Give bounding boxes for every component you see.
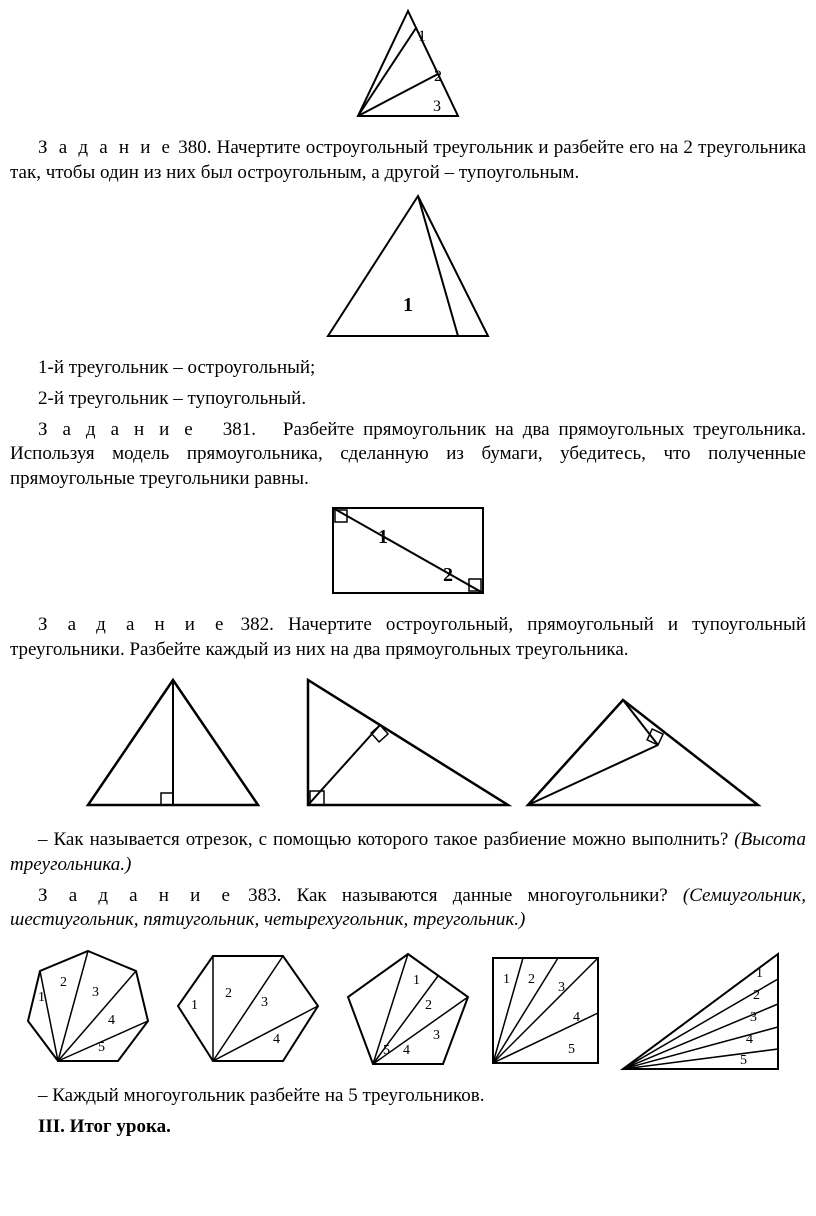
- svg-text:5: 5: [98, 1040, 105, 1055]
- figure-382: [10, 670, 806, 820]
- line-380b: 2-й треугольник – тупоугольный.: [10, 387, 806, 412]
- svg-text:5: 5: [740, 1053, 747, 1068]
- svg-text:4: 4: [573, 1010, 580, 1025]
- svg-text:5: 5: [383, 1043, 390, 1058]
- figure-383: 1 2 3 4 5 1 2 3 4: [10, 941, 806, 1076]
- task-381-text: З а д а н и е 381. Разбейте прямоугольни…: [10, 418, 806, 492]
- task-label: З а д а н и е: [38, 614, 226, 635]
- task-num: 380.: [178, 137, 211, 158]
- task-382-text: З а д а н и е 382. Начертите остроугольн…: [10, 613, 806, 662]
- svg-text:3: 3: [261, 995, 268, 1010]
- svg-text:3: 3: [92, 985, 99, 1000]
- svg-text:2: 2: [60, 975, 67, 990]
- svg-text:4: 4: [273, 1032, 280, 1047]
- section-3-title: III. Итог урока.: [10, 1115, 806, 1140]
- svg-text:1: 1: [191, 998, 198, 1013]
- svg-text:1: 1: [756, 966, 763, 981]
- q-text: – Как называется отрезок, с помощью кото…: [38, 829, 728, 850]
- svg-text:4: 4: [403, 1043, 410, 1058]
- task-label: З а д а н и е: [38, 137, 173, 158]
- svg-text:4: 4: [108, 1013, 115, 1028]
- svg-text:4: 4: [746, 1032, 753, 1047]
- figure-380: 1: [10, 191, 806, 346]
- figure-381: 1 2: [10, 498, 806, 603]
- svg-text:1: 1: [418, 28, 426, 45]
- svg-text:5: 5: [568, 1042, 575, 1057]
- task-num: 382.: [241, 614, 274, 635]
- svg-text:2: 2: [434, 68, 442, 85]
- task-label: З а д а н и е: [38, 885, 233, 906]
- figure-top-triangle: 1 2 3: [10, 6, 806, 126]
- svg-text:1: 1: [378, 526, 388, 548]
- task-label: З а д а н и е: [38, 419, 196, 440]
- svg-text:1: 1: [413, 973, 420, 988]
- line-380a: 1-й треугольник – остроугольный;: [10, 356, 806, 381]
- svg-text:2: 2: [225, 986, 232, 1001]
- svg-text:3: 3: [433, 98, 441, 115]
- svg-text:1: 1: [38, 990, 45, 1005]
- svg-text:2: 2: [528, 972, 535, 987]
- svg-text:1: 1: [403, 294, 413, 316]
- question-382: – Как называется отрезок, с помощью кото…: [10, 828, 806, 877]
- svg-text:2: 2: [753, 988, 760, 1003]
- svg-text:1: 1: [503, 972, 510, 987]
- svg-text:3: 3: [433, 1028, 440, 1043]
- task-num: 381.: [223, 419, 256, 440]
- svg-text:3: 3: [558, 980, 565, 995]
- svg-text:3: 3: [750, 1010, 757, 1025]
- task-body: Как называются данные многоугольники?: [297, 885, 668, 906]
- svg-text:2: 2: [443, 564, 453, 586]
- task-num: 383.: [248, 885, 281, 906]
- task-383-text: З а д а н и е 383. Как называются данные…: [10, 884, 806, 933]
- line-383: – Каждый многоугольник разбейте на 5 тре…: [10, 1084, 806, 1109]
- svg-text:2: 2: [425, 998, 432, 1013]
- task-380-text: З а д а н и е 380. Начертите остроугольн…: [10, 136, 806, 185]
